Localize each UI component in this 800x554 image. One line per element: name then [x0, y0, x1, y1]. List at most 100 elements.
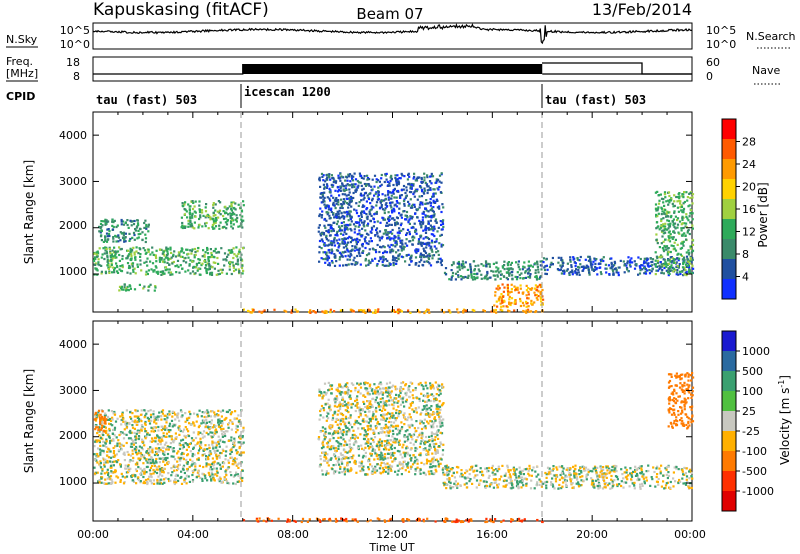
heatmap-cell [224, 221, 227, 224]
heatmap-cell [691, 272, 694, 275]
heatmap-cell [496, 305, 499, 308]
heatmap-cell [661, 229, 664, 232]
heatmap-cell [429, 204, 432, 207]
heatmap-cell [176, 452, 179, 455]
heatmap-cell [325, 253, 328, 256]
heatmap-cell [428, 244, 431, 247]
heatmap-cell [488, 265, 491, 268]
heatmap-cell [162, 460, 165, 463]
heatmap-cell [139, 259, 142, 262]
heatmap-cell [371, 197, 374, 200]
heatmap-cell [148, 422, 152, 425]
heatmap-cell [417, 310, 420, 313]
heatmap-cell [448, 278, 451, 281]
heatmap-cell [688, 204, 691, 207]
heatmap-cell [322, 183, 325, 186]
heatmap-cell [460, 275, 463, 278]
heatmap-cell [421, 216, 424, 219]
heatmap-cell [684, 269, 687, 272]
heatmap-cell [214, 429, 217, 432]
heatmap-cell [457, 275, 460, 279]
heatmap-cell [218, 480, 221, 483]
heatmap-cell [682, 226, 685, 230]
heatmap-cell [542, 298, 545, 301]
heatmap-cell [161, 436, 164, 439]
heatmap-cell [218, 209, 222, 212]
heatmap-cell [667, 211, 670, 214]
heatmap-cell [689, 258, 692, 261]
heatmap-cell [166, 456, 169, 460]
heatmap-cell [408, 233, 411, 236]
heatmap-cell [431, 440, 434, 443]
heatmap-cell [685, 270, 688, 273]
heatmap-cell [395, 180, 398, 183]
heatmap-cell [328, 223, 331, 227]
heatmap-cell [420, 436, 423, 440]
heatmap-cell [143, 481, 147, 485]
heatmap-cell [181, 414, 184, 417]
heatmap-cell [390, 223, 393, 226]
heatmap-cell [209, 468, 212, 471]
heatmap-cell [170, 251, 173, 254]
heatmap-cell [117, 234, 120, 237]
heatmap-cell [682, 256, 686, 259]
heatmap-cell [218, 456, 221, 459]
heatmap-cell [528, 275, 532, 278]
heatmap-cell [338, 471, 341, 474]
heatmap-cell [387, 196, 390, 199]
heatmap-cell [346, 210, 349, 213]
heatmap-cell [131, 474, 134, 477]
heatmap-cell [337, 213, 340, 216]
heatmap-cell [369, 213, 372, 216]
heatmap-cell [377, 179, 380, 182]
heatmap-cell [419, 236, 422, 239]
heatmap-cell [503, 286, 506, 289]
heatmap-cell [362, 310, 365, 313]
heatmap-cell [440, 210, 443, 214]
heatmap-cell [140, 438, 144, 441]
heatmap-cell [173, 481, 176, 484]
heatmap-cell [400, 473, 403, 476]
heatmap-cell [654, 251, 657, 254]
heatmap-cell [159, 470, 162, 473]
heatmap-cell [146, 416, 149, 419]
heatmap-cell [121, 266, 124, 269]
heatmap-cell [159, 473, 162, 476]
heatmap-cell [643, 265, 646, 268]
heatmap-cell [143, 457, 146, 460]
heatmap-cell [367, 222, 370, 225]
heatmap-cell [337, 203, 340, 206]
heatmap-cell [135, 469, 138, 473]
heatmap-cell [193, 424, 196, 427]
heatmap-cell [176, 474, 179, 477]
heatmap-cell [651, 258, 655, 261]
heatmap-cell [404, 242, 407, 245]
heatmap-cell [671, 220, 674, 223]
heatmap-cell [341, 398, 345, 401]
heatmap-cell [431, 457, 434, 460]
heatmap-cell [418, 176, 421, 179]
heatmap-cell [400, 247, 403, 250]
heatmap-cell [667, 251, 670, 254]
heatmap-cell [217, 216, 220, 219]
heatmap-cell [113, 410, 116, 414]
heatmap-cell [366, 215, 369, 218]
heatmap-cell [362, 400, 365, 403]
heatmap-cell [211, 410, 214, 413]
heatmap-cell [423, 189, 426, 192]
heatmap-cell [188, 212, 192, 215]
heatmap-cell [511, 278, 514, 281]
heatmap-cell [670, 264, 673, 267]
heatmap-cell [217, 421, 220, 424]
heatmap-cell [640, 264, 643, 267]
heatmap-cell [342, 391, 345, 394]
heatmap-cell [350, 183, 354, 186]
heatmap-cell [217, 478, 220, 481]
heatmap-cell [356, 446, 360, 449]
heatmap-cell [531, 265, 534, 268]
heatmap-cell [357, 389, 360, 392]
heatmap-cell [100, 481, 103, 484]
heatmap-cell [187, 416, 190, 420]
heatmap-cell [241, 479, 244, 482]
heatmap-cell [673, 194, 676, 197]
